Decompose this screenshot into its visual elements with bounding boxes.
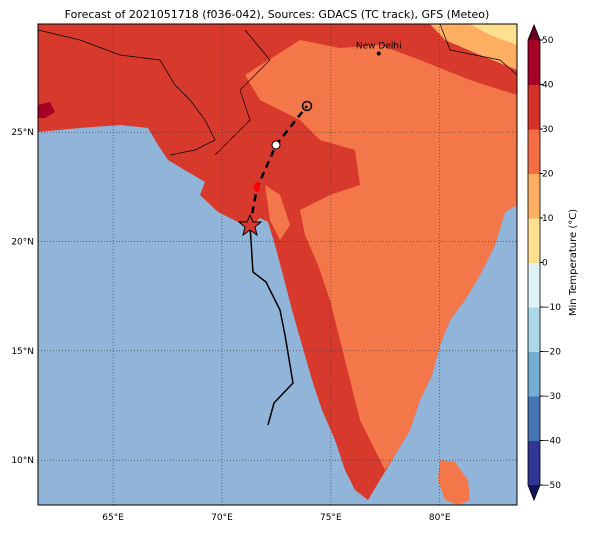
lon-tick-label: 75°E — [320, 513, 342, 523]
colorbar-tick-label: 0 — [542, 259, 548, 269]
lon-tick-label: 80°E — [429, 513, 451, 523]
colorbar-segment — [528, 396, 540, 441]
colorbar-tick-label: −20 — [542, 348, 561, 358]
border — [38, 24, 517, 156]
land — [265, 185, 290, 240]
colorbar-segment — [528, 40, 540, 85]
colorbar-tick-label: 50 — [542, 36, 554, 46]
lat-tick-label: 25°N — [11, 128, 34, 138]
colorbar-tick-label: −10 — [542, 303, 561, 313]
colorbar-tick-label: 10 — [542, 214, 554, 224]
colorbar-segment — [528, 218, 540, 263]
city-label: New Delhi — [356, 42, 402, 52]
forecast-track — [248, 105, 308, 226]
colorbar-tick-label: −30 — [542, 392, 561, 402]
colorbar-tick-label: −40 — [542, 437, 561, 447]
colorbar: −50 −40 −30 −20 −10 0 10 20 30 40 50 Min Temperatur… — [527, 23, 579, 502]
lon-tick-label: 70°E — [211, 513, 233, 523]
map-frame — [37, 23, 518, 506]
graticule — [38, 24, 517, 505]
colorbar-segment — [528, 173, 540, 219]
land — [38, 102, 55, 118]
track-point — [271, 140, 281, 150]
colorbar-tick-label: 30 — [542, 125, 554, 135]
island — [438, 460, 470, 505]
colorbar-label: Min Temperature (°C) — [568, 209, 579, 316]
lat-tick-label: 15°N — [11, 347, 34, 357]
colorbar-segment — [528, 262, 540, 308]
colorbar-segment — [528, 84, 540, 130]
land — [245, 40, 517, 470]
track-point — [301, 100, 313, 112]
colorbar-extension — [528, 485, 540, 500]
lat-tick-label: 20°N — [11, 238, 34, 248]
colorbar-segment — [528, 440, 540, 486]
storm-track — [249, 224, 294, 426]
colorbar-tick-label: 40 — [542, 81, 554, 91]
city-marker — [376, 51, 381, 56]
colorbar-segment — [528, 129, 540, 174]
map-title: Forecast of 2021051718 (f036-042), Sourc… — [65, 8, 490, 21]
land — [470, 24, 517, 45]
colorbar-extension — [528, 25, 540, 40]
lat-tick-label: 10°N — [11, 456, 34, 466]
track-point — [254, 182, 260, 192]
colorbar-tick-label: −50 — [542, 481, 561, 491]
colorbar-segment — [528, 351, 540, 397]
map-area — [38, 24, 517, 505]
colorbar-tick-label: 20 — [542, 170, 554, 180]
lon-tick-label: 65°E — [102, 513, 124, 523]
storm-star — [237, 213, 263, 237]
colorbar-segment — [528, 307, 540, 352]
